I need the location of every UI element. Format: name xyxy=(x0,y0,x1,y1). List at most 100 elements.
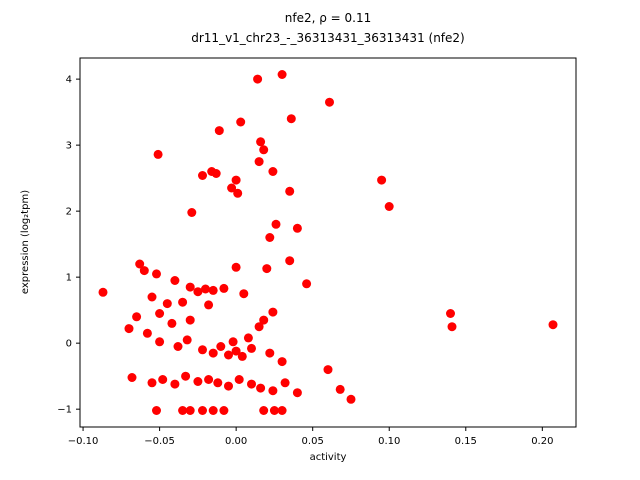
scatter-point xyxy=(259,406,269,415)
scatter-point xyxy=(239,289,249,299)
scatter-point xyxy=(277,70,287,79)
scatter-point xyxy=(277,357,287,367)
scatter-point xyxy=(213,378,223,388)
scatter-point xyxy=(155,337,165,347)
scatter-point xyxy=(256,137,266,147)
scatter-point xyxy=(204,375,214,384)
scatter-point xyxy=(335,384,345,394)
scatter-point xyxy=(268,386,278,396)
scatter-point xyxy=(268,307,278,317)
scatter-point xyxy=(231,262,241,272)
scatter-point xyxy=(187,208,197,217)
plot-title: nfe2, ρ = 0.11 xyxy=(285,11,372,25)
scatter-point xyxy=(178,406,188,415)
scatter-point xyxy=(198,345,207,355)
x-tick-label: −0.05 xyxy=(144,436,175,447)
scatter-point xyxy=(234,375,244,384)
scatter-point xyxy=(208,348,218,358)
scatter-point xyxy=(198,171,207,180)
scatter-point xyxy=(256,383,266,393)
scatter-point xyxy=(277,406,287,415)
scatter-point xyxy=(285,256,295,266)
scatter-point xyxy=(377,175,387,185)
axis-ticks: −0.10 −0.05 0.00 0.05 0.10 0.15 0.20 −1 0 1 2 3 4 xyxy=(57,75,553,447)
scatter-point xyxy=(302,279,312,289)
scatter-points xyxy=(98,70,558,415)
scatter-point xyxy=(147,292,157,302)
scatter-point xyxy=(201,284,210,294)
scatter-point xyxy=(254,322,264,332)
scatter-point xyxy=(124,324,134,334)
scatter-point xyxy=(548,320,558,330)
y-tick-label: 1 xyxy=(66,273,72,284)
x-tick-label: 0.00 xyxy=(225,436,247,447)
scatter-point xyxy=(219,406,229,415)
scatter-point xyxy=(193,287,203,297)
scatter-point xyxy=(211,169,221,178)
scatter-point xyxy=(155,309,165,318)
scatter-point xyxy=(447,322,457,332)
scatter-point xyxy=(204,300,214,310)
axes-box xyxy=(79,57,577,428)
scatter-point xyxy=(346,394,356,404)
scatter-point xyxy=(147,378,157,388)
scatter-point xyxy=(208,406,218,415)
scatter-point xyxy=(280,378,290,388)
scatter-point xyxy=(208,285,218,295)
scatter-point xyxy=(178,297,188,307)
x-tick-label: 0.15 xyxy=(455,436,477,447)
y-tick-label: 0 xyxy=(66,339,72,350)
scatter-point xyxy=(152,269,161,279)
scatter-point xyxy=(182,335,192,345)
scatter-point xyxy=(185,282,195,292)
scatter-point xyxy=(152,406,161,415)
y-tick-label: 2 xyxy=(66,207,72,218)
scatter-point xyxy=(181,371,191,381)
scatter-point xyxy=(167,318,177,328)
scatter-point xyxy=(233,188,243,198)
scatter-point xyxy=(268,167,278,176)
scatter-point xyxy=(132,312,142,322)
scatter-point xyxy=(162,299,172,309)
scatter-point xyxy=(285,186,295,196)
scatter-point xyxy=(243,333,253,343)
scatter-point xyxy=(236,117,246,127)
scatter-point xyxy=(224,381,233,391)
scatter-point xyxy=(224,350,233,360)
x-axis-label: activity xyxy=(310,452,347,463)
scatter-point xyxy=(237,351,247,361)
scatter-point xyxy=(325,97,334,107)
x-tick-label: −0.10 xyxy=(68,436,99,447)
scatter-point xyxy=(170,379,180,389)
scatter-point xyxy=(185,406,195,415)
scatter-point xyxy=(292,223,302,233)
y-axis-label: expression (log₂tpm) xyxy=(20,190,31,294)
scatter-point xyxy=(214,126,224,136)
scatter-point xyxy=(185,315,195,325)
scatter-point xyxy=(170,276,180,285)
scatter-point xyxy=(292,388,302,398)
scatter-point xyxy=(247,379,256,389)
scatter-point xyxy=(216,342,226,351)
scatter-point xyxy=(271,219,281,229)
x-tick-label: 0.20 xyxy=(531,436,553,447)
scatter-point xyxy=(153,149,163,159)
scatter-point xyxy=(193,377,203,386)
scatter-point xyxy=(198,406,207,415)
scatter-point xyxy=(262,264,272,274)
scatter-point xyxy=(127,373,137,382)
x-tick-label: 0.05 xyxy=(302,436,324,447)
scatter-point xyxy=(269,406,279,415)
scatter-point xyxy=(231,346,241,356)
scatter-point xyxy=(173,342,183,351)
scatter-point xyxy=(139,266,149,276)
y-tick-label: 4 xyxy=(66,75,72,86)
scatter-point xyxy=(231,175,241,185)
scatter-point xyxy=(259,145,269,155)
scatter-point xyxy=(219,283,229,293)
scatter-point xyxy=(384,202,394,211)
scatter-point xyxy=(265,233,275,242)
scatter-point xyxy=(98,287,108,297)
